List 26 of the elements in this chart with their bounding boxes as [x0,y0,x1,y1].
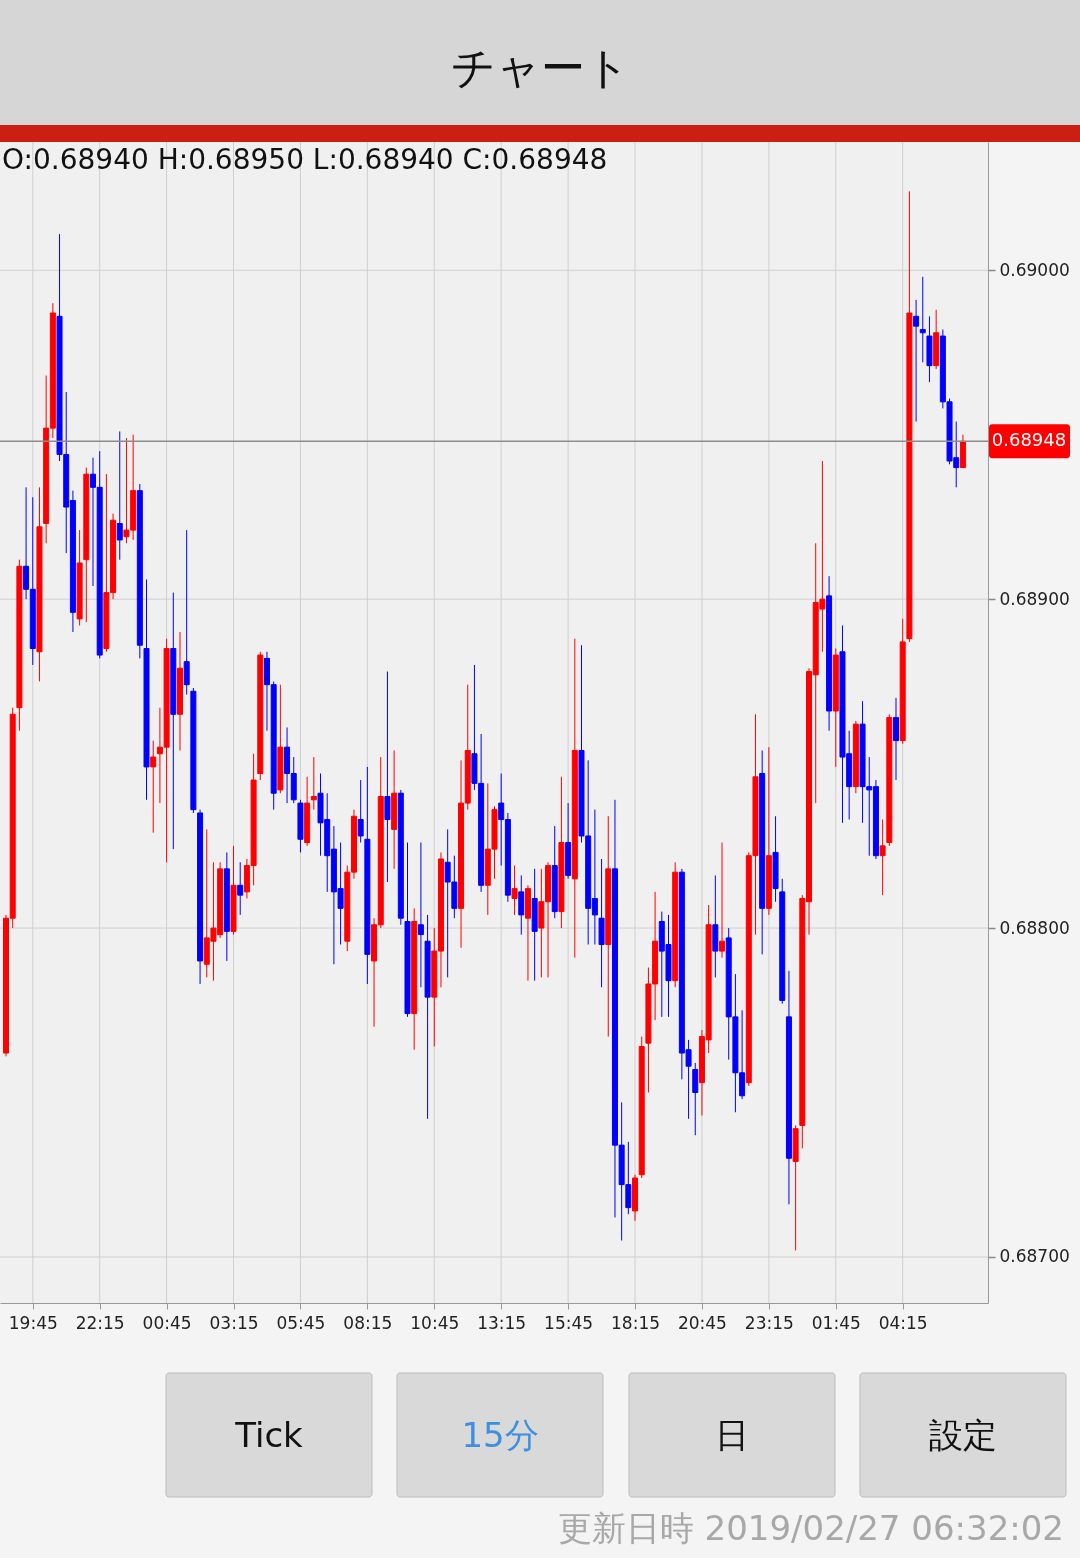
annotation: O:0.68940 H:0.68950 L:0.68940 C:0.68948 [2,143,608,176]
x-tick-label: 19:45 [8,1312,58,1333]
y-tick-label: 0.68700 [999,1246,1070,1267]
x-tick-label: 05:45 [276,1312,326,1333]
x-tick-label: 13:15 [477,1312,527,1333]
text: 更新日時 2019/02/27 06:32:02 [557,1508,1064,1548]
chart-title: チャート [450,42,630,93]
text: Tick [234,1415,304,1455]
y-tick-label: 0.69000 [999,259,1070,280]
y-tick-label: 0.68900 [999,588,1070,609]
ref-line-label: 0.68948 [991,429,1067,451]
text: 設定 [929,1415,997,1455]
x-tick-label: 00:45 [142,1312,192,1333]
x-tick-label: 22:15 [75,1312,125,1333]
x-tick-label: 18:15 [611,1312,661,1333]
x-tick-label: 10:45 [410,1312,460,1333]
text: 15分 [461,1415,539,1455]
y-tick-label: 0.68800 [999,917,1070,938]
text: 日 [715,1415,749,1455]
x-tick-label: 15:45 [544,1312,594,1333]
x-tick-label: 03:15 [209,1312,259,1333]
x-tick-label: 08:15 [343,1312,393,1333]
x-tick-label: 04:15 [878,1312,928,1333]
x-tick-label: 01:45 [811,1312,861,1333]
x-tick-label: 20:45 [677,1312,727,1333]
x-tick-label: 23:15 [744,1312,794,1333]
